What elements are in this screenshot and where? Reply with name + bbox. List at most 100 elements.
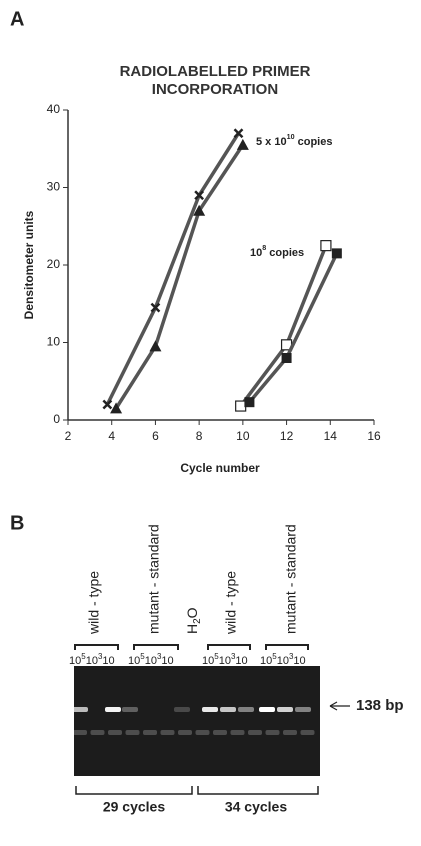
square-marker <box>244 397 255 408</box>
lane-label: mutant - standard <box>146 524 162 634</box>
text-part: 10 <box>161 655 173 667</box>
lane-bracket <box>74 644 119 650</box>
gel-band <box>125 730 140 735</box>
text-part: H <box>184 624 200 634</box>
square-marker <box>235 400 247 412</box>
chart-title: RADIOLABELLED PRIMER INCORPORATION <box>119 63 311 98</box>
cross-marker <box>102 399 113 410</box>
y-tick-label: 0 <box>53 412 60 426</box>
superscript: 10 <box>287 133 295 141</box>
text-part: 10 <box>219 655 231 667</box>
cross-marker <box>233 128 244 139</box>
lane-bracket <box>207 644 251 650</box>
cycle-bracket <box>75 786 319 795</box>
square-marker <box>320 240 332 252</box>
text-part: 10 <box>250 247 262 259</box>
lane-bracket <box>265 644 309 650</box>
gel-band <box>265 730 280 735</box>
x-tick-label: 10 <box>236 429 250 443</box>
gel-band <box>143 730 157 735</box>
gel-band <box>213 730 227 735</box>
x-tick-label: 8 <box>196 429 203 443</box>
text-part: 10 <box>69 655 81 667</box>
gel-band <box>220 707 236 712</box>
superscript: 5 <box>140 652 145 661</box>
gel-band <box>122 707 138 712</box>
gel-band <box>174 707 190 712</box>
gel-band <box>90 730 105 735</box>
text-part: 10 <box>277 655 289 667</box>
gel-band <box>283 730 297 735</box>
text-part: 10 <box>293 655 305 667</box>
superscript: 5 <box>272 652 277 661</box>
text-part: 10 <box>260 655 272 667</box>
gel-band <box>178 730 192 735</box>
series-line <box>114 143 245 410</box>
y-tick-label: 20 <box>47 257 61 271</box>
dilution-label: 10510310 <box>260 652 306 667</box>
text-part: 5 x 10 <box>256 136 287 148</box>
x-tick-label: 4 <box>108 429 115 443</box>
annotation: 108 copies <box>250 244 304 259</box>
cross-marker <box>194 190 205 201</box>
text-part: O <box>184 607 200 618</box>
arrow-head <box>329 701 338 711</box>
gel-band <box>238 707 254 712</box>
x-tick-label: 14 <box>324 429 338 443</box>
cross-marker <box>150 302 161 313</box>
gel-band <box>160 730 175 735</box>
panel-label: A <box>10 8 24 30</box>
triangle-marker <box>193 204 206 216</box>
lane-label: wild - type <box>223 571 239 635</box>
gel <box>74 666 320 776</box>
panel-label: B <box>10 512 24 534</box>
subscript: 2 <box>192 618 203 624</box>
gel-band <box>202 707 218 712</box>
text-part: 10 <box>202 655 214 667</box>
superscript: 5 <box>214 652 219 661</box>
text-part: 10 <box>145 655 157 667</box>
superscript: 3 <box>157 652 162 661</box>
x-axis-label: Cycle number <box>180 461 260 475</box>
cycle-label: 34 cycles <box>225 799 287 815</box>
gel-band <box>248 730 262 735</box>
superscript: 8 <box>262 244 266 252</box>
dilution-label: 10510310 <box>69 652 115 667</box>
gel-band <box>295 707 311 712</box>
gel-band <box>230 730 245 735</box>
gel-band <box>300 730 315 735</box>
superscript: 5 <box>81 652 86 661</box>
gel-band <box>105 707 121 712</box>
annotation: 5 x 1010 copies <box>256 133 332 148</box>
cycle-label: 29 cycles <box>103 799 165 815</box>
band-label: 138 bp <box>356 697 404 714</box>
superscript: 3 <box>231 652 236 661</box>
triangle-marker <box>149 340 162 352</box>
superscript: 3 <box>289 652 294 661</box>
text-part: copies <box>295 136 333 148</box>
superscript: 3 <box>98 652 103 661</box>
text-part: 10 <box>102 655 114 667</box>
gel-band <box>72 707 88 712</box>
y-axis-label: Densitometer units <box>22 210 36 319</box>
gel-band <box>277 707 293 712</box>
lane-label: wild - type <box>86 571 102 635</box>
text-part: 10 <box>86 655 98 667</box>
x-tick-label: 2 <box>65 429 72 443</box>
y-tick-label: 30 <box>47 180 61 194</box>
series-line <box>105 132 240 406</box>
triangle-marker <box>236 138 249 150</box>
lane-bracket <box>133 644 179 650</box>
text-part: 10 <box>235 655 247 667</box>
dilution-label: 10510310 <box>202 652 248 667</box>
x-tick-label: 12 <box>280 429 294 443</box>
x-tick-label: 6 <box>152 429 159 443</box>
dilution-label: 10510310 <box>128 652 174 667</box>
y-tick-label: 40 <box>47 102 61 116</box>
square-marker <box>331 248 342 259</box>
lane-label: mutant - standard <box>283 524 299 634</box>
water-label: H2O <box>184 607 203 634</box>
triangle-marker <box>110 402 123 414</box>
text-part: 10 <box>128 655 140 667</box>
